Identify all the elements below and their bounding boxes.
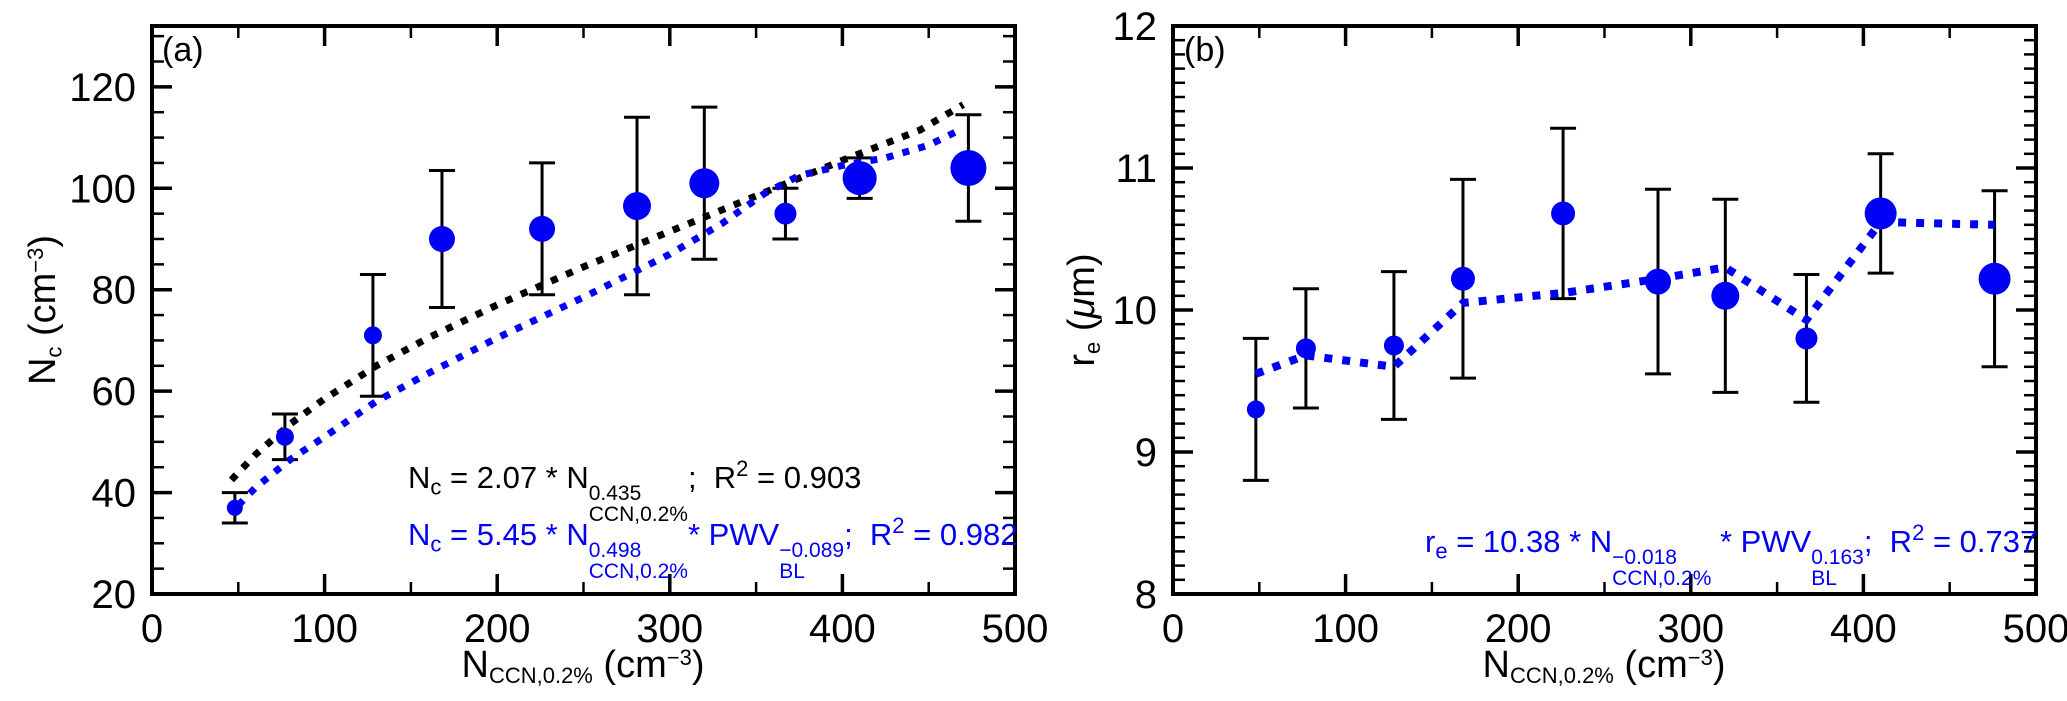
sup-sub-stack: 0.435 CCN,0.2%: [588, 481, 688, 526]
y-tick-label: 20: [92, 573, 137, 617]
plot-border: [150, 24, 1017, 596]
data-point: [1450, 266, 1475, 291]
y-axis-title-b: re (μm): [1061, 253, 1106, 367]
y-tick-label: 8: [1135, 573, 1157, 617]
data-point: [1383, 335, 1404, 356]
sup-sub-stack: −0.089 BL: [779, 538, 845, 583]
x-tick-label: 100: [1312, 607, 1379, 651]
subscript: e: [1435, 538, 1448, 564]
x-tick-label: 0: [1162, 607, 1184, 651]
data-point: [1864, 197, 1897, 230]
x-tick-label: 400: [809, 607, 876, 651]
data-point: [1711, 281, 1740, 310]
data-point: [275, 427, 294, 446]
data-point: [1795, 327, 1818, 350]
superscript: −3: [23, 247, 48, 273]
equation-fit-blue: Nc = 5.45 * N 0.498 CCN,0.2% * PWV −0.089 BL;…: [408, 513, 1018, 583]
equation-fit-blue-b: re = 10.38 * N −0.018 CCN,0.2% * PWV 0.163 B…: [1425, 520, 2038, 590]
panel-label-b: (b): [1184, 31, 1226, 69]
y-tick-label: 40: [92, 472, 137, 516]
data-point: [363, 326, 382, 345]
y-tick-label: 10: [1113, 289, 1158, 333]
y-tick-label: 80: [92, 269, 137, 313]
data-point: [428, 226, 455, 252]
italic-symbol: μ: [1061, 297, 1103, 319]
data-point: [1978, 262, 2011, 295]
data-point: [623, 192, 652, 221]
fit-line-fit-ccn-pwv: [1254, 217, 1995, 378]
x-tick-label: 0: [141, 607, 163, 651]
x-tick-label: 300: [636, 607, 703, 651]
y-tick-label: 11: [1115, 147, 1157, 191]
sup-sub-stack: −0.018 CCN,0.2%: [1612, 545, 1712, 590]
superscript: −3: [1687, 644, 1713, 670]
plot-border: [1171, 24, 2038, 596]
subscript: e: [1080, 341, 1106, 354]
x-tick-label: 200: [1485, 607, 1552, 651]
x-tick-label: 500: [982, 607, 1049, 651]
superscript: 2: [736, 456, 749, 481]
data-point: [950, 150, 987, 186]
data-point: [842, 161, 877, 196]
data-point: [1246, 400, 1265, 419]
x-tick-label: 300: [1657, 607, 1724, 651]
superscript: 2: [1912, 520, 1925, 545]
y-tick-label: 12: [1113, 5, 1158, 49]
subscript: c: [41, 346, 67, 358]
data-point: [689, 168, 720, 199]
subscript: c: [430, 531, 442, 557]
data-point: [774, 202, 797, 225]
x-axis-title-a: NCCN,0.2% (cm−3): [461, 644, 705, 689]
y-axis-title-a: Nc (cm−3): [22, 234, 67, 386]
x-tick-label: 500: [2003, 607, 2067, 651]
x-tick-label: 100: [291, 607, 358, 651]
y-tick-label: 120: [69, 66, 136, 110]
x-tick-label: 200: [464, 607, 531, 651]
fit-line-fit-ccn-only: [228, 101, 965, 483]
panel-b: 0 100 200 300 400 500 8 9 10 11 12: [1113, 5, 2067, 651]
panel-a: 0 100 200 300 400 500 20 40 60 80 100 120: [69, 24, 1049, 651]
superscript: 2: [892, 513, 905, 538]
sup-sub-stack: 0.498 CCN,0.2%: [588, 538, 688, 583]
y-tick-label: 60: [92, 370, 137, 414]
x-axis-title-b: NCCN,0.2% (cm−3): [1482, 644, 1726, 689]
data-point: [226, 499, 243, 516]
sup-sub-stack: 0.163 BL: [1811, 545, 1864, 590]
data-point: [1551, 201, 1576, 226]
y-tick-label: 9: [1135, 431, 1157, 475]
y-tick-label: 100: [69, 167, 136, 211]
data-point: [529, 215, 556, 242]
subscript: CCN,0.2%: [1509, 663, 1614, 689]
subscript: c: [430, 474, 442, 500]
data-point: [1295, 338, 1316, 359]
equation-fit-black: Nc = 2.07 * N 0.435 CCN,0.2%; R2 = 0.903: [408, 456, 862, 526]
subscript: CCN,0.2%: [488, 663, 593, 689]
data-point: [1645, 268, 1672, 295]
x-tick-label: 400: [1830, 607, 1897, 651]
superscript: −3: [666, 644, 692, 670]
panel-label-a: (a): [162, 31, 204, 69]
